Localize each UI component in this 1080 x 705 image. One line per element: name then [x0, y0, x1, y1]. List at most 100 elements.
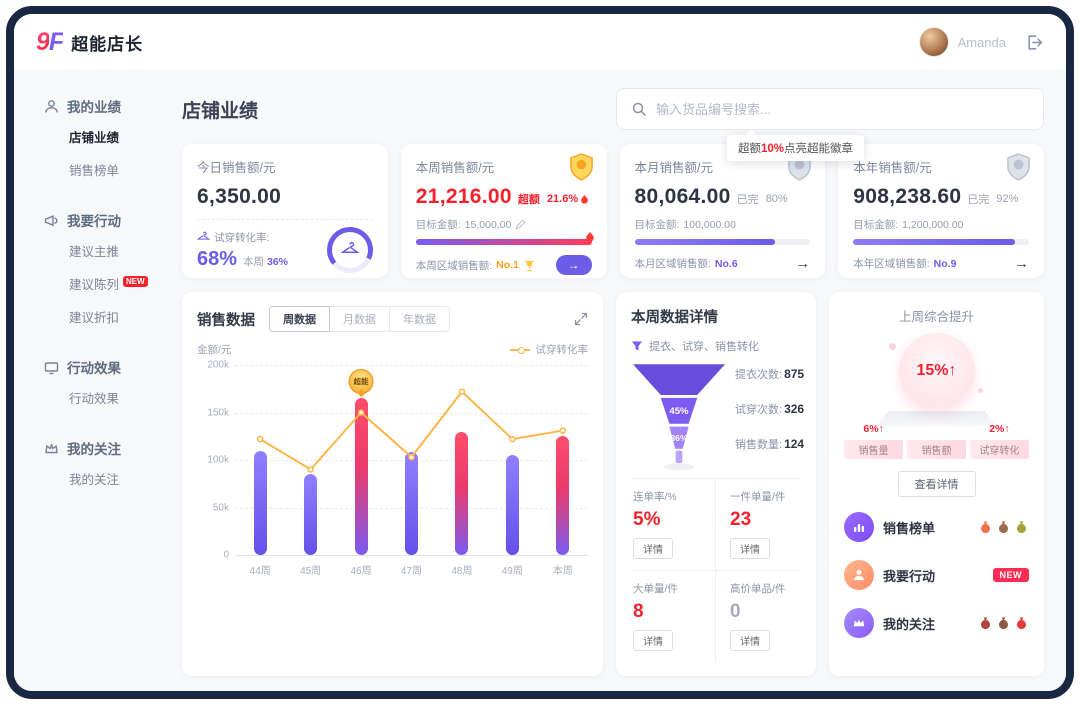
chart-plot: 超能: [235, 365, 588, 556]
week-rank-value: No.1: [496, 259, 519, 271]
badge-tooltip: 超额10%点亮超能徽章: [727, 135, 865, 161]
user-icon: [45, 99, 58, 113]
super-badge-icon: 超能: [348, 369, 374, 395]
month-progress-bar: [634, 239, 811, 245]
link-sales-ranking[interactable]: 销售榜单: [844, 507, 1029, 547]
person-icon: [844, 560, 874, 590]
month-sales-value: 80,064.00: [634, 185, 731, 208]
month-rank-value: No.6: [714, 257, 738, 270]
silver-badge-icon: [1005, 153, 1032, 187]
conversion-funnel: 45% 36%: [632, 364, 726, 471]
x-tick: 46周: [350, 566, 372, 577]
search-input[interactable]: [656, 101, 1029, 117]
detail-button[interactable]: 详情: [730, 538, 770, 559]
metrics-grid: 连单率/% 5% 详情 一件单量/件 23 详情 大单量/件 8 详情: [631, 478, 801, 662]
year-rank-value: No.9: [933, 257, 957, 270]
improvement-visual: 15%↑ 6%↑ 销售量 销售额 2: [844, 327, 1029, 467]
tab-week-data[interactable]: 周数据: [269, 306, 330, 332]
money-bag-icon: [981, 521, 990, 533]
line-legend-swatch: [509, 346, 530, 354]
sidebar-section-action-effect: 行动效果: [44, 357, 160, 377]
stat-tryon-conversion: 2%↑ 试穿转化: [969, 423, 1029, 459]
month-detail-arrow-button[interactable]: →: [795, 255, 811, 272]
funnel-percent-1: 45%: [669, 406, 689, 417]
sales-data-panel: 销售数据 周数据 月数据 年数据 金额/元: [182, 292, 603, 676]
week-detail-arrow-button[interactable]: →: [555, 255, 592, 275]
sidebar-item-suggest-discount[interactable]: 建议折扣: [69, 311, 120, 325]
search-icon: [632, 102, 646, 116]
chart-bar[interactable]: [404, 452, 418, 555]
logout-icon[interactable]: [1025, 33, 1044, 52]
chart-bar[interactable]: [505, 455, 519, 555]
chart-icon: [844, 512, 874, 542]
month-progress-fill: [634, 239, 776, 245]
x-tick: 本周: [552, 566, 573, 577]
reward-icons: [975, 520, 1029, 535]
sidebar-item-store-performance[interactable]: 店铺业绩: [69, 131, 120, 145]
crown-icon: [844, 608, 874, 638]
stat-sales-volume: 6%↑ 销售量: [844, 423, 904, 459]
chart-bar[interactable]: [455, 431, 469, 555]
main-content: 店铺业绩 超额10%点亮超能徽章 今日销售额/元 6,350.00: [160, 70, 1066, 691]
weekly-summary-panel: 上周综合提升 15%↑ 6%↑ 销售量 销售额: [829, 292, 1044, 676]
tab-year-data[interactable]: 年数据: [389, 306, 450, 332]
tab-month-data[interactable]: 月数据: [329, 306, 390, 332]
week-details-panel: 本周数据详情 提衣、试穿、销售转化 45% 36%: [616, 292, 816, 676]
card-today-sales: 今日销售额/元 6,350.00 试穿转化率: 68% 本周 36%: [182, 144, 388, 278]
sidebar-item-my-focus[interactable]: 我的关注: [69, 473, 120, 487]
sidebar-item-suggest-push[interactable]: 建议主推: [69, 245, 120, 259]
edit-pencil-icon[interactable]: [515, 219, 526, 230]
detail-button[interactable]: 详情: [633, 538, 673, 559]
link-my-focus[interactable]: 我的关注: [844, 603, 1029, 643]
reward-icons: [975, 616, 1029, 631]
chart-y-axis: 200k 150k 100k 50k 0: [207, 359, 229, 561]
chart-x-axis: 44周 45周 46周 47周 48周 49周 本周: [197, 562, 588, 577]
chart-line: [256, 388, 567, 473]
view-details-button[interactable]: 查看详情: [897, 471, 976, 497]
year-progress-fill: [853, 239, 1015, 245]
stat-sales-amount: 销售额: [906, 423, 967, 459]
flame-icon: [581, 194, 589, 204]
chart-bar[interactable]: [304, 474, 318, 555]
x-tick: 49周: [501, 566, 523, 577]
card-label: 今日销售额/元: [197, 161, 276, 175]
metric-single-item: 一件单量/件 23 详情: [716, 479, 801, 571]
chart-bar[interactable]: [253, 450, 267, 555]
conversion-rate-value: 68%: [197, 247, 238, 270]
chart-legend: 试穿转化率: [509, 342, 588, 357]
sidebar-item-sales-ranking[interactable]: 销售榜单: [69, 164, 120, 178]
crown-icon: [45, 443, 58, 453]
logo-9: 9: [36, 27, 50, 56]
monitor-icon: [44, 361, 59, 374]
metric-chain-rate: 连单率/% 5% 详情: [631, 479, 716, 571]
flame-icon: [585, 230, 595, 248]
sidebar-item-action-effect[interactable]: 行动效果: [69, 392, 120, 406]
trophy-icon: [524, 260, 535, 271]
expand-icon[interactable]: [574, 312, 588, 326]
today-sales-value: 6,350.00: [197, 185, 282, 208]
search-box[interactable]: 超额10%点亮超能徽章: [616, 88, 1044, 161]
week-progress-bar: [415, 232, 594, 245]
chart-bar[interactable]: 超能: [348, 369, 374, 555]
username: Amanda: [957, 34, 1006, 50]
chart-bar[interactable]: [556, 436, 570, 555]
pedestal: [876, 411, 997, 426]
card-year-sales: 本年销售额/元 908,238.60 已完 92% 目标金额: 1,200,00…: [838, 144, 1044, 278]
avatar[interactable]: [918, 27, 949, 57]
detail-button[interactable]: 详情: [730, 630, 770, 651]
pickup-count: 提衣次数: 875: [735, 367, 805, 381]
detail-button[interactable]: 详情: [633, 630, 673, 651]
sidebar-section-take-action: 我要行动: [44, 210, 160, 230]
new-badge: NEW: [123, 276, 148, 287]
new-badge: NEW: [992, 568, 1029, 582]
link-take-action[interactable]: 我要行动 NEW: [844, 555, 1029, 595]
money-bag-icon: [1017, 617, 1026, 629]
year-progress-bar: [853, 239, 1029, 245]
page-title: 店铺业绩: [182, 100, 259, 122]
year-detail-arrow-button[interactable]: →: [1014, 255, 1029, 272]
sidebar-item-suggest-display[interactable]: 建议陈列 NEW: [44, 267, 160, 300]
x-tick: 45周: [300, 566, 322, 577]
